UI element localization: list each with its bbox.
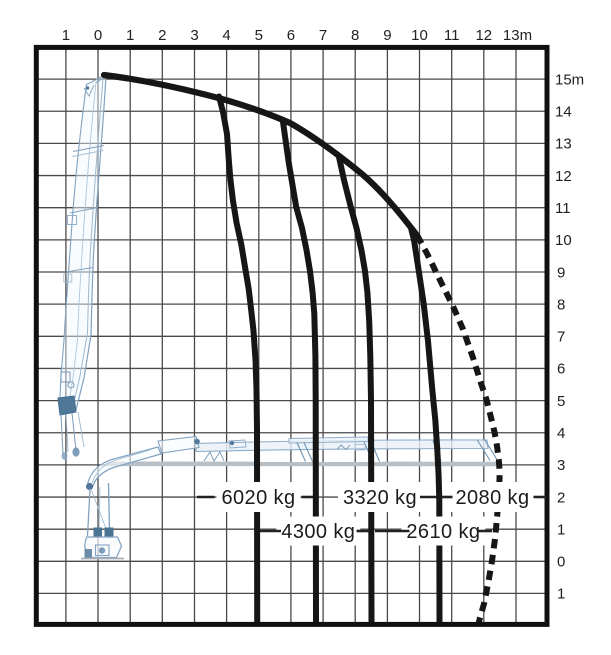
svg-text:4: 4 [222, 27, 230, 44]
svg-text:7: 7 [319, 27, 327, 44]
svg-text:12: 12 [475, 27, 492, 44]
svg-text:0: 0 [557, 554, 565, 571]
svg-text:1: 1 [557, 586, 565, 603]
svg-text:6: 6 [557, 361, 565, 378]
svg-text:9: 9 [383, 27, 391, 44]
svg-text:4: 4 [557, 425, 565, 442]
svg-text:14: 14 [555, 104, 572, 121]
svg-text:2: 2 [557, 489, 565, 506]
svg-text:10: 10 [411, 27, 428, 44]
svg-text:1: 1 [62, 27, 70, 44]
svg-text:2080 kg: 2080 kg [456, 487, 530, 509]
svg-text:10: 10 [555, 232, 572, 249]
svg-text:5: 5 [557, 393, 565, 410]
svg-text:11: 11 [555, 200, 571, 217]
svg-text:1: 1 [557, 521, 565, 538]
svg-text:2610 kg: 2610 kg [406, 521, 480, 543]
svg-text:2: 2 [158, 27, 166, 44]
svg-text:0: 0 [94, 27, 102, 44]
svg-text:4300 kg: 4300 kg [281, 521, 355, 543]
svg-text:9: 9 [557, 264, 565, 281]
svg-text:13: 13 [555, 136, 572, 153]
svg-text:13m: 13m [503, 27, 532, 44]
svg-text:6: 6 [287, 27, 295, 44]
svg-text:3: 3 [190, 27, 198, 44]
svg-text:1: 1 [126, 27, 134, 44]
svg-text:15m: 15m [555, 71, 584, 88]
svg-text:11: 11 [444, 27, 460, 44]
svg-text:12: 12 [555, 168, 572, 185]
svg-text:6020 kg: 6020 kg [222, 487, 296, 509]
svg-text:5: 5 [255, 27, 263, 44]
svg-text:8: 8 [351, 27, 359, 44]
svg-text:3320 kg: 3320 kg [343, 487, 417, 509]
svg-text:7: 7 [557, 329, 565, 346]
svg-text:3: 3 [557, 457, 565, 474]
svg-text:8: 8 [557, 296, 565, 313]
